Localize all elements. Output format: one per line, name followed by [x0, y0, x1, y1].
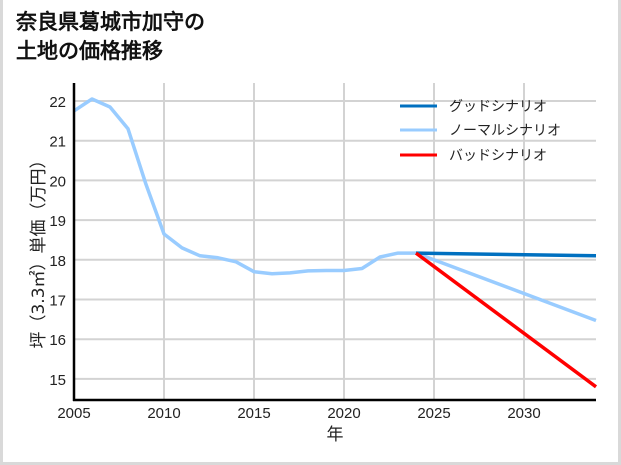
series-line-bad [414, 251, 598, 389]
legend-item-normal[interactable]: ノーマルシナリオ [400, 123, 561, 139]
legend-label-good: グッドシナリオ [449, 99, 547, 115]
legend-item-bad[interactable]: バッドシナリオ [400, 148, 547, 164]
chart-plot: 15 16 17 18 19 20 21 22 2005 2010 2015 2020 2025 203… [29, 83, 598, 445]
chart-title: 奈良県葛城市加守の 土地の価格推移 [16, 8, 205, 66]
data-series [73, 97, 598, 389]
legend-item-good[interactable]: グッドシナリオ [400, 99, 547, 115]
y-tick-label: 18 [49, 253, 66, 270]
y-axis-label: 坪（3.3㎡）単価（万円） [29, 151, 49, 348]
y-tick-labels: 15 16 17 18 19 20 21 22 [49, 94, 66, 389]
y-tick-label: 21 [49, 134, 66, 151]
y-tick-label: 17 [49, 293, 66, 310]
y-tick-label: 16 [49, 332, 66, 349]
legend: グッドシナリオ ノーマルシナリオ バッドシナリオ [400, 99, 561, 164]
y-tick-label: 19 [49, 213, 66, 230]
chart-title-line1: 奈良県葛城市加守の [16, 10, 205, 34]
x-tick-labels: 2005 2010 2015 2020 2025 2030 [57, 405, 540, 422]
series-line-good [415, 251, 597, 258]
y-tick-label: 20 [49, 173, 66, 190]
x-tick-label: 2025 [417, 405, 450, 422]
legend-label-normal: ノーマルシナリオ [449, 123, 561, 139]
x-tick-label: 2020 [327, 405, 360, 422]
series-line-normal [73, 97, 597, 323]
x-tick-label: 2015 [237, 405, 270, 422]
y-tick-label: 15 [49, 372, 66, 389]
x-tick-label: 2030 [507, 405, 540, 422]
y-tick-label: 22 [49, 94, 66, 111]
chart-title-line2: 土地の価格推移 [16, 39, 163, 63]
grid-lines [74, 83, 596, 400]
x-tick-label: 2005 [57, 405, 90, 422]
x-axis-label: 年 [327, 425, 344, 445]
legend-label-bad: バッドシナリオ [449, 148, 547, 164]
chart-canvas: 奈良県葛城市加守の 土地の価格推移 15 16 17 18 19 20 21 22 2005 2… [3, 0, 618, 462]
x-tick-label: 2010 [147, 405, 180, 422]
